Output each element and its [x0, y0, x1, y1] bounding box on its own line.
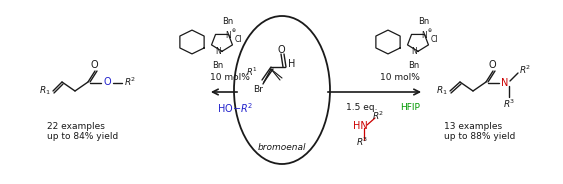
- Text: $R_1$: $R_1$: [436, 85, 448, 97]
- Text: Bn: Bn: [222, 17, 234, 26]
- Text: N: N: [421, 31, 427, 40]
- Text: Bn: Bn: [408, 61, 419, 70]
- Text: $R^3$: $R^3$: [356, 136, 368, 148]
- Text: N: N: [225, 31, 231, 40]
- Text: bromoenal: bromoenal: [258, 144, 306, 153]
- Text: 10 mol%: 10 mol%: [210, 73, 250, 82]
- Text: HFIP: HFIP: [400, 103, 420, 112]
- Text: $^{\oplus}$: $^{\oplus}$: [427, 29, 433, 35]
- Text: H: H: [288, 59, 296, 69]
- Text: $R^2$: $R^2$: [124, 76, 136, 88]
- Text: Bn: Bn: [212, 61, 224, 70]
- Text: N: N: [501, 78, 509, 88]
- Text: O: O: [90, 60, 98, 70]
- Text: $R_1$: $R_1$: [39, 85, 51, 97]
- Text: O: O: [103, 77, 111, 87]
- Text: Bn: Bn: [418, 17, 430, 26]
- Text: HO$-R^2$: HO$-R^2$: [217, 101, 253, 115]
- Text: $R^1$: $R^1$: [246, 66, 258, 78]
- Text: Cl: Cl: [430, 36, 438, 45]
- Text: $R^2$: $R^2$: [519, 64, 531, 76]
- Text: HN: HN: [352, 121, 368, 131]
- Text: $^{\oplus}$: $^{\oplus}$: [231, 29, 237, 35]
- Text: O: O: [488, 60, 496, 70]
- Text: $R^2$: $R^2$: [372, 110, 384, 122]
- Text: Cl: Cl: [234, 36, 242, 45]
- Text: 10 mol%: 10 mol%: [380, 73, 420, 82]
- Text: $R^3$: $R^3$: [503, 98, 515, 110]
- Text: N: N: [411, 47, 417, 56]
- Text: Br: Br: [253, 86, 263, 95]
- Text: 22 examples
up to 84% yield: 22 examples up to 84% yield: [47, 122, 118, 141]
- Text: O: O: [277, 45, 285, 55]
- Text: N: N: [215, 47, 221, 56]
- Text: 13 examples
up to 88% yield: 13 examples up to 88% yield: [444, 122, 515, 141]
- Text: 1.5 eq.: 1.5 eq.: [346, 103, 380, 112]
